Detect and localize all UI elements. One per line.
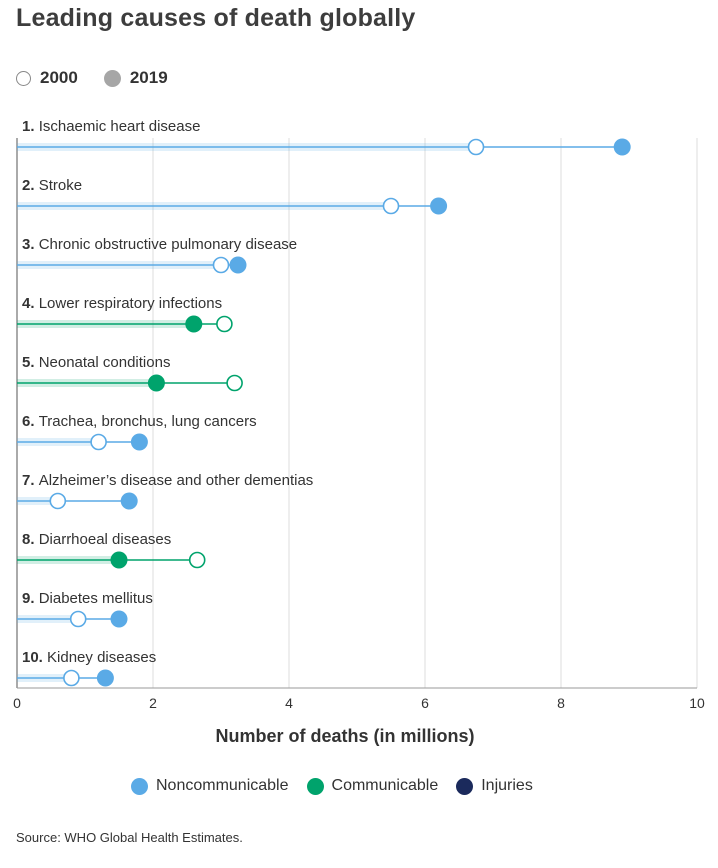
marker-2000 [467, 138, 485, 156]
row-rank: 7. [22, 472, 39, 489]
marker-2000 [90, 433, 107, 451]
row-rank: 5. [22, 354, 39, 371]
x-tick-label: 2 [149, 695, 157, 711]
x-tick-label: 10 [689, 695, 705, 711]
row-label: 10. Kidney diseases [22, 649, 156, 666]
row-name: Neonatal conditions [39, 354, 171, 371]
legend-label-communicable: Communicable [331, 777, 439, 794]
year-legend-2000[interactable]: 2000 [16, 68, 78, 88]
marker-2019 [120, 492, 138, 510]
row-rank: 10. [22, 649, 47, 666]
marker-2000 [216, 315, 233, 333]
marker-2019 [110, 551, 128, 569]
row-rank: 8. [22, 531, 39, 548]
row-name: Diarrhoeal diseases [39, 531, 172, 548]
row-name: Trachea, bronchus, lung cancers [39, 413, 257, 430]
x-tick-label: 6 [421, 695, 429, 711]
marker-2000 [63, 669, 80, 687]
year-legend-2019-label: 2019 [129, 68, 168, 87]
legend-label-noncommunicable: Noncommunicable [156, 777, 289, 794]
row-label: 1. Ischaemic heart disease [22, 118, 200, 135]
x-axis-title: Number of deaths (in millions) [215, 726, 474, 746]
row-label: 5. Neonatal conditions [22, 354, 170, 371]
row-name: Kidney diseases [47, 649, 156, 666]
x-tick-label: 0 [13, 695, 21, 711]
marker-2000 [226, 374, 243, 392]
page-title: Leading causes of death globally [16, 4, 416, 32]
row-rank: 3. [22, 236, 39, 253]
row-label: 4. Lower respiratory infections [22, 295, 222, 312]
row-name: Lower respiratory infections [39, 295, 222, 312]
x-tick-label: 8 [557, 695, 565, 711]
filled-circle-icon [103, 69, 121, 87]
year-legend-2019[interactable]: 2019 [103, 68, 168, 88]
year-legend-2000-label: 2000 [40, 68, 78, 87]
marker-2000 [382, 197, 400, 215]
marker-2019 [147, 374, 165, 392]
row-rank: 1. [22, 118, 39, 135]
row-name: Alzheimer’s disease and other dementias [39, 472, 314, 489]
marker-2019 [430, 197, 448, 215]
row-label: 6. Trachea, bronchus, lung cancers [22, 413, 257, 430]
noncommunicable-swatch-icon [131, 777, 148, 795]
year-legend: 2000 2019 [16, 68, 194, 88]
source-note: Source: WHO Global Health Estimates. [16, 830, 243, 845]
row-rank: 4. [22, 295, 39, 312]
x-tick-label: 4 [285, 695, 293, 711]
dumbbell-chart: 0 2 4 6 8 10 Number of deaths (in millions) 1. … [13, 118, 705, 746]
row-rank: 9. [22, 590, 39, 607]
marker-2019 [613, 138, 631, 156]
hollow-circle-icon [16, 70, 31, 86]
marker-2019 [229, 256, 247, 274]
marker-2019 [185, 315, 203, 333]
legend-item-communicable[interactable]: Communicable [306, 777, 439, 795]
row-rank: 2. [22, 177, 39, 194]
row-label: 9. Diabetes mellitus [22, 590, 153, 607]
marker-2000 [69, 610, 87, 628]
row-label: 3. Chronic obstructive pulmonary disease [22, 236, 297, 253]
legend-item-noncommunicable[interactable]: Noncommunicable [131, 777, 289, 795]
row-label: 8. Diarrhoeal diseases [22, 531, 171, 548]
row-name: Ischaemic heart disease [39, 118, 201, 135]
row-name: Chronic obstructive pulmonary disease [39, 236, 297, 253]
row-label: 7. Alzheimer’s disease and other dementi… [22, 472, 313, 489]
marker-2000 [188, 551, 206, 569]
marker-2019 [96, 669, 114, 687]
marker-2019 [110, 610, 128, 628]
legend-label-injuries: Injuries [481, 777, 533, 794]
marker-2000 [49, 492, 67, 510]
row-rank: 6. [22, 413, 39, 430]
legend-item-injuries[interactable]: Injuries [456, 777, 533, 795]
communicable-swatch-icon [306, 777, 324, 795]
marker-2019 [130, 433, 148, 451]
row-name: Stroke [39, 177, 82, 194]
marker-2000 [212, 256, 230, 274]
injuries-swatch-icon [456, 777, 474, 795]
row-name: Diabetes mellitus [39, 590, 153, 607]
category-legend: Noncommunicable Communicable Injuries [131, 777, 551, 795]
row-label: 2. Stroke [22, 177, 82, 194]
